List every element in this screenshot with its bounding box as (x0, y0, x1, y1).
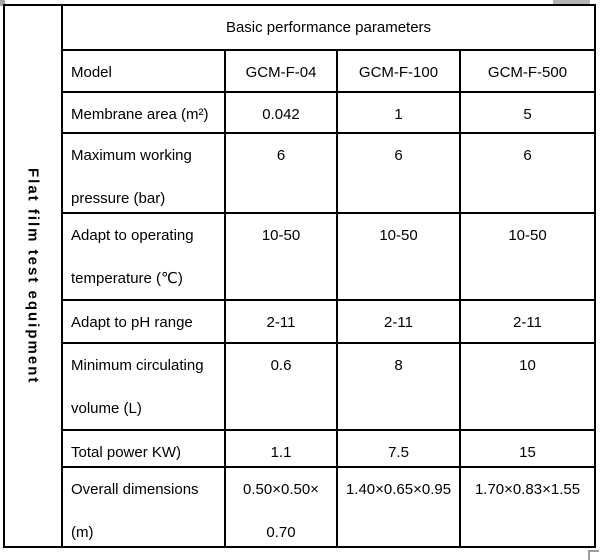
row-ph-range-label: Adapt to pH range (63, 301, 224, 342)
min-volume-value-3: 10 (461, 344, 594, 429)
operating-temp-value-3: 10-50 (461, 214, 594, 299)
model-value-1: GCM-F-04 (226, 51, 336, 91)
dimensions-value-2: 1.40×0.65×0.95 (338, 468, 459, 546)
total-power-value-3: 15 (461, 431, 594, 466)
max-pressure-value-1: 6 (226, 134, 336, 212)
membrane-area-value-3: 5 (461, 93, 594, 132)
row-max-pressure-label: Maximum working pressure (bar) (63, 134, 224, 212)
table-move-handle[interactable] (0, 0, 5, 6)
spec-table: Flat film test equipment Basic performan… (3, 4, 596, 548)
operating-temp-value-2: 10-50 (338, 214, 459, 299)
side-label-cell: Flat film test equipment (5, 6, 61, 546)
table-header-cell: Basic performance parameters (63, 6, 594, 49)
ph-range-value-3: 2-11 (461, 301, 594, 342)
row-dimensions-label: Overall dimensions (m) (63, 468, 224, 546)
min-volume-value-2: 8 (338, 344, 459, 429)
membrane-area-value-1: 0.042 (226, 93, 336, 132)
dimensions-value-3: 1.70×0.83×1.55 (461, 468, 594, 546)
total-power-value-1: 1.1 (226, 431, 336, 466)
row-model-label: Model (63, 51, 224, 91)
dimensions-value-1: 0.50×0.50× 0.70 (226, 468, 336, 546)
row-operating-temp-label: Adapt to operating temperature (℃) (63, 214, 224, 299)
table-resize-handle[interactable] (588, 550, 599, 560)
membrane-area-value-2: 1 (338, 93, 459, 132)
operating-temp-value-1: 10-50 (226, 214, 336, 299)
min-volume-value-1: 0.6 (226, 344, 336, 429)
side-label: Flat film test equipment (24, 167, 42, 385)
max-pressure-value-3: 6 (461, 134, 594, 212)
max-pressure-value-2: 6 (338, 134, 459, 212)
ph-range-value-1: 2-11 (226, 301, 336, 342)
total-power-value-2: 7.5 (338, 431, 459, 466)
model-value-3: GCM-F-500 (461, 51, 594, 91)
model-value-2: GCM-F-100 (338, 51, 459, 91)
ph-range-value-2: 2-11 (338, 301, 459, 342)
row-min-volume-label: Minimum circulating volume (L) (63, 344, 224, 429)
row-total-power-label: Total power KW) (63, 431, 224, 466)
row-membrane-area-label: Membrane area (m²) (63, 93, 224, 132)
